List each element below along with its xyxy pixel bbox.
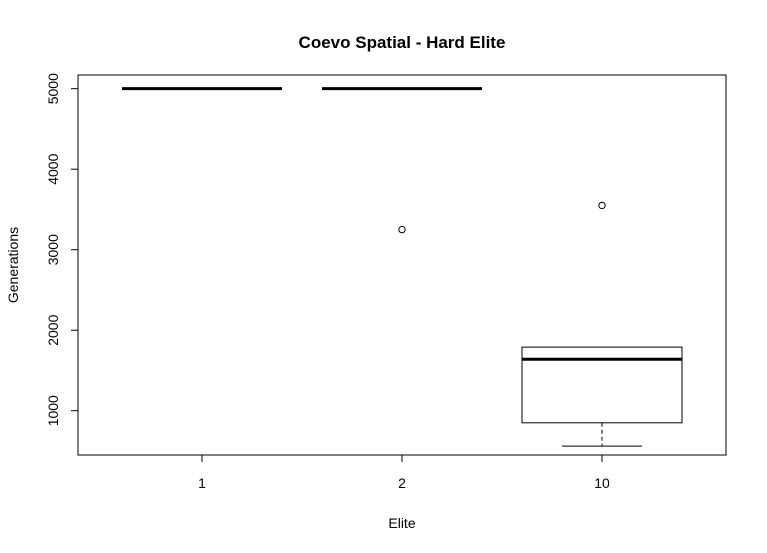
y-tick-label-3: 4000 [45,153,61,184]
y-tick-label-1: 2000 [45,314,61,345]
box-2 [322,87,482,234]
x-axis-label: Elite [388,515,415,531]
chart-title: Coevo Spatial - Hard Elite [299,33,506,52]
plot-area-frame [77,74,727,456]
boxes-group [122,87,683,447]
y-tick-label-4: 5000 [45,73,61,104]
x-axis: 1 2 10 [198,454,610,491]
x-tick-label-2: 10 [594,475,610,491]
x-tick-label-1: 2 [398,475,406,491]
y-tick-label-2: 3000 [45,234,61,265]
y-axis-label: Generations [5,227,21,303]
outlier-2-0 [398,225,406,234]
y-tick-label-0: 1000 [45,395,61,426]
outlier-10-0 [598,201,606,210]
y-axis: 1000 2000 3000 4000 5000 [45,73,79,426]
x-tick-label-0: 1 [198,475,206,491]
box-10 [521,201,683,447]
